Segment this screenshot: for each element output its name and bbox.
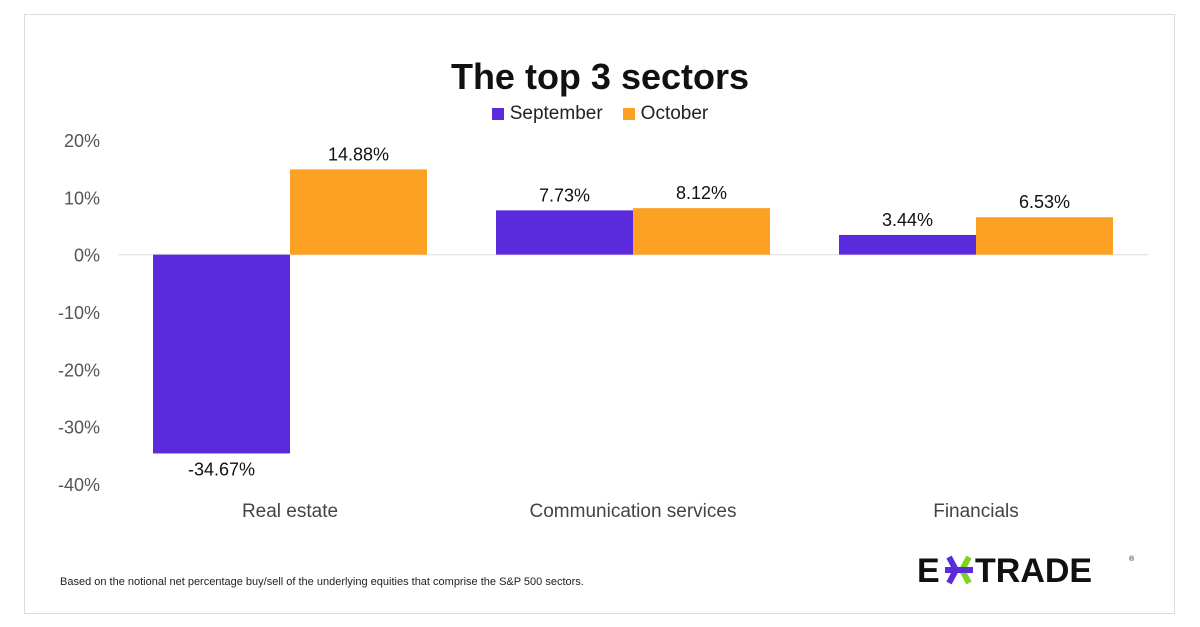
y-tick-label: 20% bbox=[64, 131, 100, 151]
logo-star-icon bbox=[945, 555, 973, 585]
y-tick-label: 0% bbox=[74, 246, 100, 266]
legend-label-september: September bbox=[509, 103, 603, 124]
data-label: 6.53% bbox=[1019, 192, 1070, 212]
data-label: 14.88% bbox=[328, 144, 389, 164]
bar-september bbox=[496, 210, 633, 255]
data-label: 8.12% bbox=[676, 183, 727, 203]
y-tick-label: -10% bbox=[58, 303, 100, 323]
legend-item-september: September bbox=[491, 103, 603, 125]
data-label: 7.73% bbox=[539, 185, 590, 205]
y-tick-label: 10% bbox=[64, 188, 100, 208]
bar-september bbox=[153, 254, 290, 454]
footnote: Based on the notional net percentage buy… bbox=[60, 576, 584, 588]
legend-label-october: October bbox=[640, 103, 709, 124]
chart-card bbox=[24, 14, 1175, 614]
etrade-logo: E TRADE ® bbox=[917, 553, 1135, 587]
y-tick-label: -30% bbox=[58, 418, 100, 438]
logo-trade: TRADE bbox=[975, 553, 1092, 587]
legend-item-october: October bbox=[622, 103, 709, 125]
y-tick-label: -20% bbox=[58, 360, 100, 380]
legend-swatch-october bbox=[622, 108, 635, 120]
logo-e: E bbox=[917, 553, 940, 587]
logo-registered: ® bbox=[1129, 555, 1135, 563]
bar-october bbox=[976, 217, 1113, 255]
bar-september bbox=[839, 234, 976, 255]
x-tick-label: Financials bbox=[933, 501, 1019, 522]
bar-october bbox=[633, 208, 770, 255]
y-tick-label: -40% bbox=[58, 475, 100, 495]
chart-title: The top 3 sectors bbox=[450, 56, 750, 97]
bar-october bbox=[290, 169, 427, 255]
data-label: -34.67% bbox=[188, 459, 255, 479]
x-tick-label: Real estate bbox=[242, 501, 338, 522]
x-tick-label: Communication services bbox=[530, 501, 737, 522]
legend: September October bbox=[0, 103, 1200, 125]
data-label: 3.44% bbox=[882, 210, 933, 230]
legend-swatch-september bbox=[491, 108, 504, 120]
